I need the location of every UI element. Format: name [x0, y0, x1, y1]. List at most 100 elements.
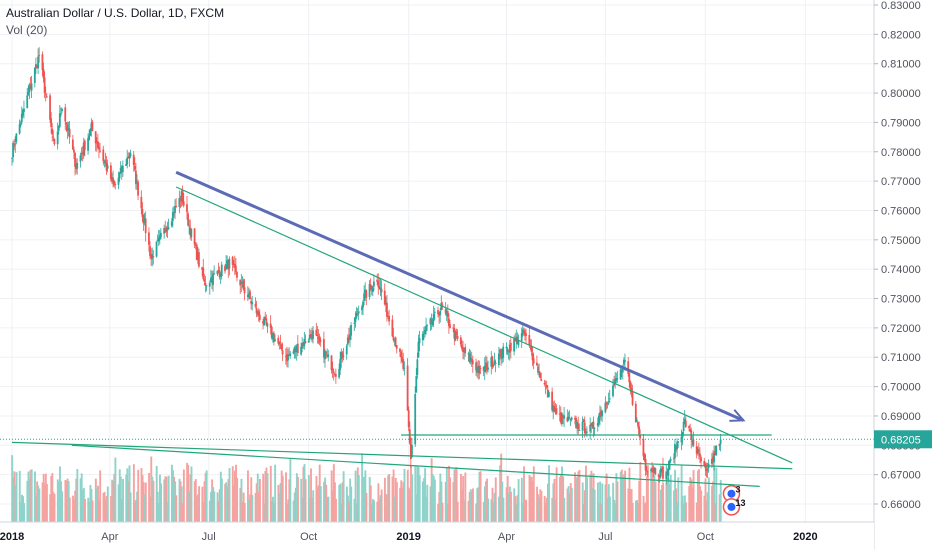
volume-bar — [289, 459, 292, 522]
candle — [365, 289, 368, 306]
candle — [15, 133, 18, 145]
candle-body — [175, 205, 178, 207]
candle — [175, 198, 178, 209]
volume-bar — [433, 479, 436, 522]
volume-bar — [248, 499, 251, 522]
candle — [28, 82, 31, 100]
candle — [180, 188, 183, 207]
volume-bar — [90, 488, 93, 522]
candle — [188, 219, 191, 235]
volume-bar — [414, 466, 417, 522]
volume-bar — [256, 473, 259, 522]
candle-body — [42, 68, 45, 79]
candle-body — [365, 290, 368, 298]
candle — [482, 366, 485, 377]
volume-bar — [143, 494, 146, 522]
candle-body — [196, 253, 199, 259]
volume-bar — [539, 489, 542, 522]
volume-bar — [194, 479, 197, 522]
candle-body — [121, 165, 124, 173]
volume-bar — [224, 483, 227, 522]
volume-bar — [205, 470, 208, 522]
candle-body — [566, 417, 569, 422]
volume-bar — [243, 502, 246, 522]
candle — [315, 322, 318, 336]
candle — [179, 195, 182, 209]
volume-bar — [548, 465, 550, 522]
candle — [622, 357, 625, 367]
candle-body — [439, 310, 442, 316]
volume-bar — [319, 486, 322, 522]
volume-bar — [331, 490, 334, 522]
candle-body — [269, 323, 272, 328]
candle-body — [181, 190, 184, 204]
candle-body — [324, 350, 326, 360]
volume-bar — [410, 465, 412, 522]
candle-body — [530, 345, 533, 352]
trend-line-green[interactable] — [71, 444, 760, 487]
volume-bar — [486, 478, 489, 522]
candle — [144, 211, 147, 242]
volume-bar — [350, 486, 353, 522]
candle — [274, 334, 276, 342]
candle — [615, 372, 618, 383]
candle-body — [401, 356, 404, 362]
candle-body — [125, 164, 128, 166]
candle — [438, 311, 441, 324]
candle — [323, 331, 325, 364]
candle — [566, 409, 569, 423]
trend-line-green[interactable] — [175, 186, 793, 464]
volume-bar — [97, 485, 99, 522]
candle-body — [606, 403, 609, 405]
candle-body — [104, 160, 107, 164]
volume-bar — [159, 474, 161, 522]
volume-bar — [134, 502, 136, 522]
event-badge[interactable]: 3 — [722, 485, 740, 503]
trend-line-blue[interactable] — [175, 170, 745, 422]
volume-bar — [417, 467, 420, 522]
volume-bar — [42, 473, 45, 522]
volume-bar — [285, 472, 287, 522]
volume-indicator-label[interactable]: Vol (20) — [6, 23, 48, 37]
volume-bar — [301, 497, 304, 522]
volume-bar — [508, 486, 511, 522]
candle-body — [624, 359, 626, 362]
candle-body — [264, 317, 267, 319]
candle-body — [394, 337, 397, 347]
candle — [236, 271, 238, 282]
volume-bar — [49, 494, 52, 522]
candle — [357, 305, 360, 321]
candle — [202, 259, 205, 281]
event-badge[interactable]: 13 — [722, 498, 745, 516]
candle-body — [74, 152, 76, 167]
candle — [544, 380, 547, 395]
volume-bar — [189, 474, 192, 522]
candle-body — [150, 254, 153, 258]
candle-body — [248, 293, 250, 298]
volume-bar — [661, 485, 663, 522]
trend-line-green[interactable] — [11, 441, 793, 470]
candle — [401, 349, 404, 363]
volume-bar — [345, 486, 348, 522]
candle — [584, 428, 587, 435]
volume-bar — [105, 495, 108, 522]
candle — [638, 421, 640, 437]
candle-body — [167, 227, 170, 229]
symbol-title[interactable]: Australian Dollar / U.S. Dollar, 1D, FXC… — [6, 6, 225, 20]
candle-body — [118, 173, 121, 179]
volume-bar — [454, 467, 457, 522]
candle — [576, 419, 579, 434]
candle — [408, 421, 411, 445]
volume-bar — [378, 499, 381, 522]
candle — [239, 279, 242, 295]
candle — [14, 136, 17, 153]
candle-body — [96, 141, 99, 148]
volume-bar — [574, 472, 577, 522]
candle-body — [255, 308, 258, 314]
candle — [492, 363, 495, 368]
candle-body — [502, 346, 505, 358]
candle — [634, 400, 637, 423]
candle-body — [159, 232, 162, 238]
volume-bar — [452, 482, 455, 522]
